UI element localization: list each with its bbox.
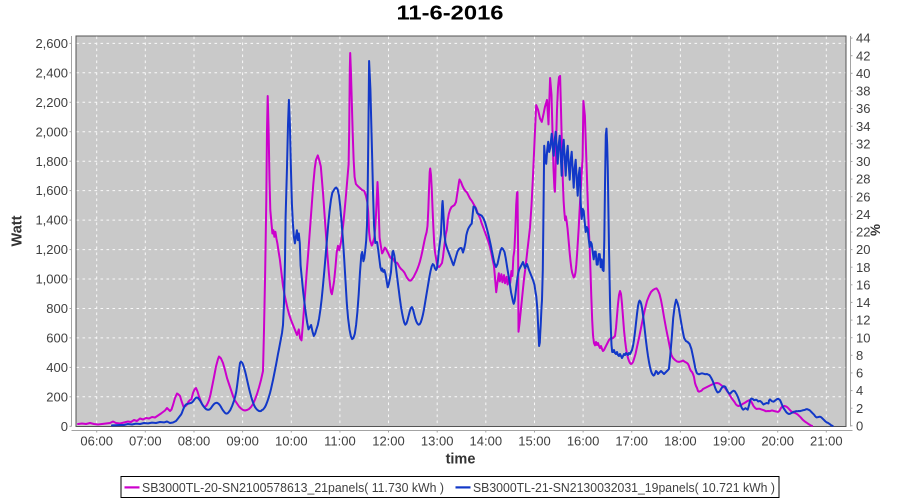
svg-text:SB3000TL-20-SN2100578613_21pan: SB3000TL-20-SN2100578613_21panels( 11.73…	[142, 480, 444, 495]
svg-text:time: time	[446, 452, 476, 468]
svg-text:26: 26	[856, 189, 870, 204]
svg-text:30: 30	[856, 154, 870, 169]
svg-text:19:00: 19:00	[713, 434, 746, 449]
svg-text:14: 14	[856, 295, 870, 310]
svg-text:08:00: 08:00	[178, 434, 211, 449]
svg-text:16:00: 16:00	[567, 434, 600, 449]
svg-text:09:00: 09:00	[226, 434, 259, 449]
svg-text:18:00: 18:00	[664, 434, 697, 449]
svg-text:2,200: 2,200	[35, 95, 68, 110]
svg-text:2,000: 2,000	[35, 124, 68, 139]
svg-text:15:00: 15:00	[518, 434, 551, 449]
svg-text:16: 16	[856, 277, 870, 292]
svg-text:800: 800	[46, 301, 68, 316]
svg-text:07:00: 07:00	[129, 434, 162, 449]
svg-text:14:00: 14:00	[470, 434, 503, 449]
svg-text:8: 8	[856, 348, 863, 363]
svg-text:20:00: 20:00	[761, 434, 794, 449]
svg-text:1,600: 1,600	[35, 183, 68, 198]
svg-text:12: 12	[856, 313, 870, 328]
svg-text:10: 10	[856, 330, 870, 345]
svg-text:SB3000TL-21-SN2130032031_19pan: SB3000TL-21-SN2130032031_19panels( 10.72…	[473, 480, 775, 495]
svg-text:200: 200	[46, 389, 68, 404]
svg-text:1,200: 1,200	[35, 242, 68, 257]
svg-text:42: 42	[856, 48, 870, 63]
svg-text:44: 44	[856, 31, 870, 46]
svg-text:600: 600	[46, 331, 68, 346]
svg-text:36: 36	[856, 101, 870, 116]
svg-text:6: 6	[856, 366, 863, 381]
svg-text:13:00: 13:00	[421, 434, 454, 449]
svg-text:24: 24	[856, 207, 870, 222]
svg-text:0: 0	[61, 419, 68, 434]
svg-text:40: 40	[856, 66, 870, 81]
svg-text:12:00: 12:00	[372, 434, 405, 449]
svg-text:21:00: 21:00	[810, 434, 843, 449]
svg-text:10:00: 10:00	[275, 434, 308, 449]
svg-text:22: 22	[856, 225, 870, 240]
svg-text:4: 4	[856, 383, 863, 398]
svg-text:28: 28	[856, 172, 870, 187]
svg-text:38: 38	[856, 84, 870, 99]
svg-text:1,800: 1,800	[35, 154, 68, 169]
svg-text:1,000: 1,000	[35, 272, 68, 287]
svg-text:Watt: Watt	[10, 215, 26, 246]
svg-text:2,400: 2,400	[35, 65, 68, 80]
svg-text:34: 34	[856, 119, 870, 134]
svg-text:06:00: 06:00	[80, 434, 113, 449]
svg-text:400: 400	[46, 360, 68, 375]
svg-text:20: 20	[856, 242, 870, 257]
svg-text:%: %	[868, 224, 883, 236]
svg-text:2: 2	[856, 401, 863, 416]
svg-text:1,400: 1,400	[35, 213, 68, 228]
svg-text:32: 32	[856, 136, 870, 151]
svg-text:17:00: 17:00	[615, 434, 648, 449]
svg-text:11-6-2016: 11-6-2016	[397, 3, 504, 25]
svg-text:0: 0	[856, 418, 863, 433]
svg-text:18: 18	[856, 260, 870, 275]
svg-text:2,600: 2,600	[35, 36, 68, 51]
svg-text:11:00: 11:00	[324, 434, 356, 449]
